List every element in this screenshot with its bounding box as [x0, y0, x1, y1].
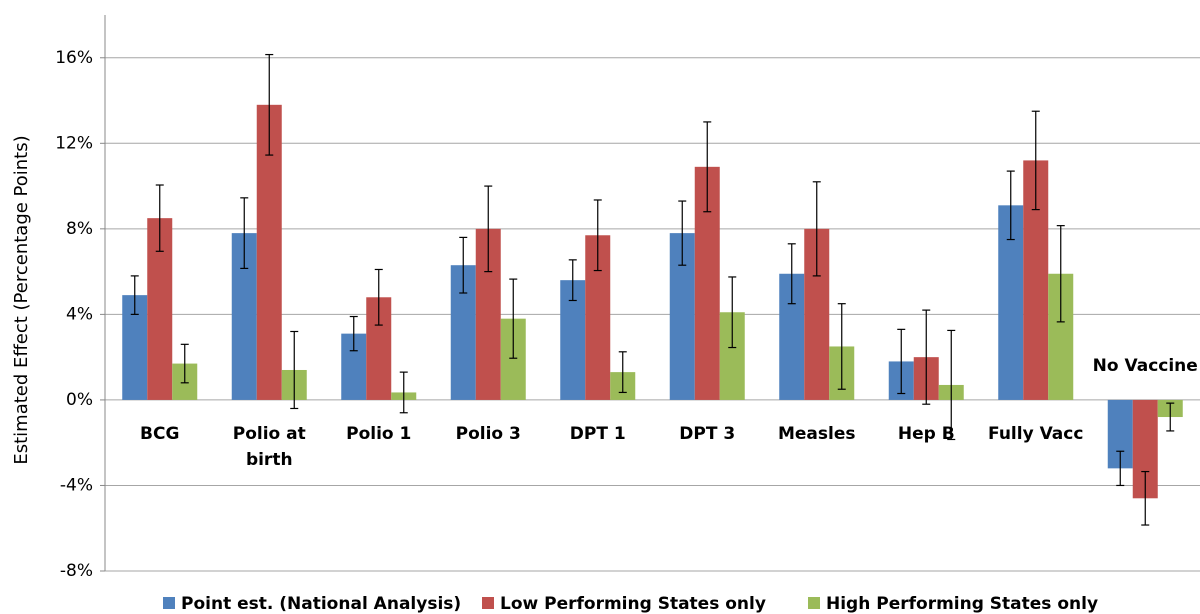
error-bar [1141, 470, 1150, 526]
error-bar [837, 303, 846, 390]
legend-swatch [163, 597, 175, 609]
error-bar [1031, 110, 1040, 211]
legend-swatch [808, 597, 820, 609]
error-bar [568, 259, 577, 302]
error-bar [484, 185, 493, 273]
error-bar [812, 181, 821, 277]
error-bar [1166, 402, 1175, 432]
y-tick-label: -8% [60, 561, 93, 581]
error-bar [349, 315, 358, 352]
error-bar [728, 276, 737, 349]
x-tick-label: Fully Vacc [988, 424, 1083, 444]
error-bar [459, 236, 468, 294]
y-tick-label: -4% [60, 475, 93, 495]
legend-swatch [482, 597, 494, 609]
x-tick-label: Hep B [898, 424, 955, 444]
error-bar [399, 371, 408, 414]
x-tick-label: DPT 1 [570, 424, 626, 444]
x-tick-label: Polio 3 [456, 424, 521, 444]
x-tick-label: Polio 1 [346, 424, 411, 444]
error-bar [180, 343, 189, 384]
y-axis-title: Estimated Effect (Percentage Points) [11, 135, 32, 464]
error-bar [1116, 450, 1125, 487]
y-tick-label: 12% [55, 133, 93, 153]
error-bar [678, 200, 687, 266]
error-bar [922, 309, 931, 405]
error-bar [290, 330, 299, 410]
error-bar [703, 121, 712, 213]
error-bar [947, 329, 956, 441]
legend-label: Low Performing States only [500, 594, 766, 614]
error-bar [593, 199, 602, 272]
error-bar [897, 328, 906, 395]
error-bar [618, 351, 627, 394]
y-tick-label: 0% [66, 390, 93, 410]
x-tick-label: No Vaccine [1093, 356, 1198, 376]
error-bar [787, 243, 796, 305]
error-bar [1056, 225, 1065, 323]
legend-label: High Performing States only [826, 594, 1098, 614]
x-tick-label: BCG [140, 424, 179, 444]
x-tick-label: DPT 3 [679, 424, 735, 444]
error-bar [130, 275, 139, 315]
y-tick-label: 8% [66, 219, 93, 239]
error-bar [374, 268, 383, 326]
y-tick-label: 4% [66, 304, 93, 324]
error-bar [509, 278, 518, 359]
error-bar [155, 184, 164, 252]
x-tick-label: Polio at birth [233, 424, 306, 470]
y-tick-label: 16% [55, 48, 93, 68]
error-bar [1006, 170, 1015, 241]
error-bar [240, 197, 249, 270]
error-bar [265, 53, 274, 156]
x-tick-label: Measles [778, 424, 856, 444]
legend-label: Point est. (National Analysis) [181, 594, 461, 614]
